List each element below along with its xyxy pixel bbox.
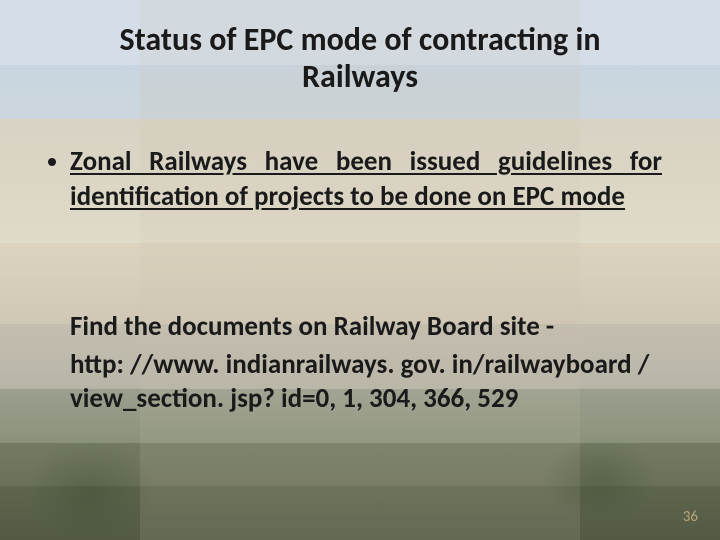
bullet-dot-icon [48, 158, 56, 166]
find-documents-line: Find the documents on Railway Board site… [70, 310, 662, 344]
bullet-item: Zonal Railways have been issued guidelin… [48, 144, 662, 214]
page-number: 36 [683, 508, 698, 526]
url-line: http: //www. indianrailways. gov. in/rai… [70, 348, 662, 416]
slide: Status of EPC mode of contracting in Rai… [0, 0, 720, 540]
bullet-text: Zonal Railways have been issued guidelin… [70, 144, 662, 214]
slide-title: Status of EPC mode of contracting in Rai… [60, 22, 660, 96]
